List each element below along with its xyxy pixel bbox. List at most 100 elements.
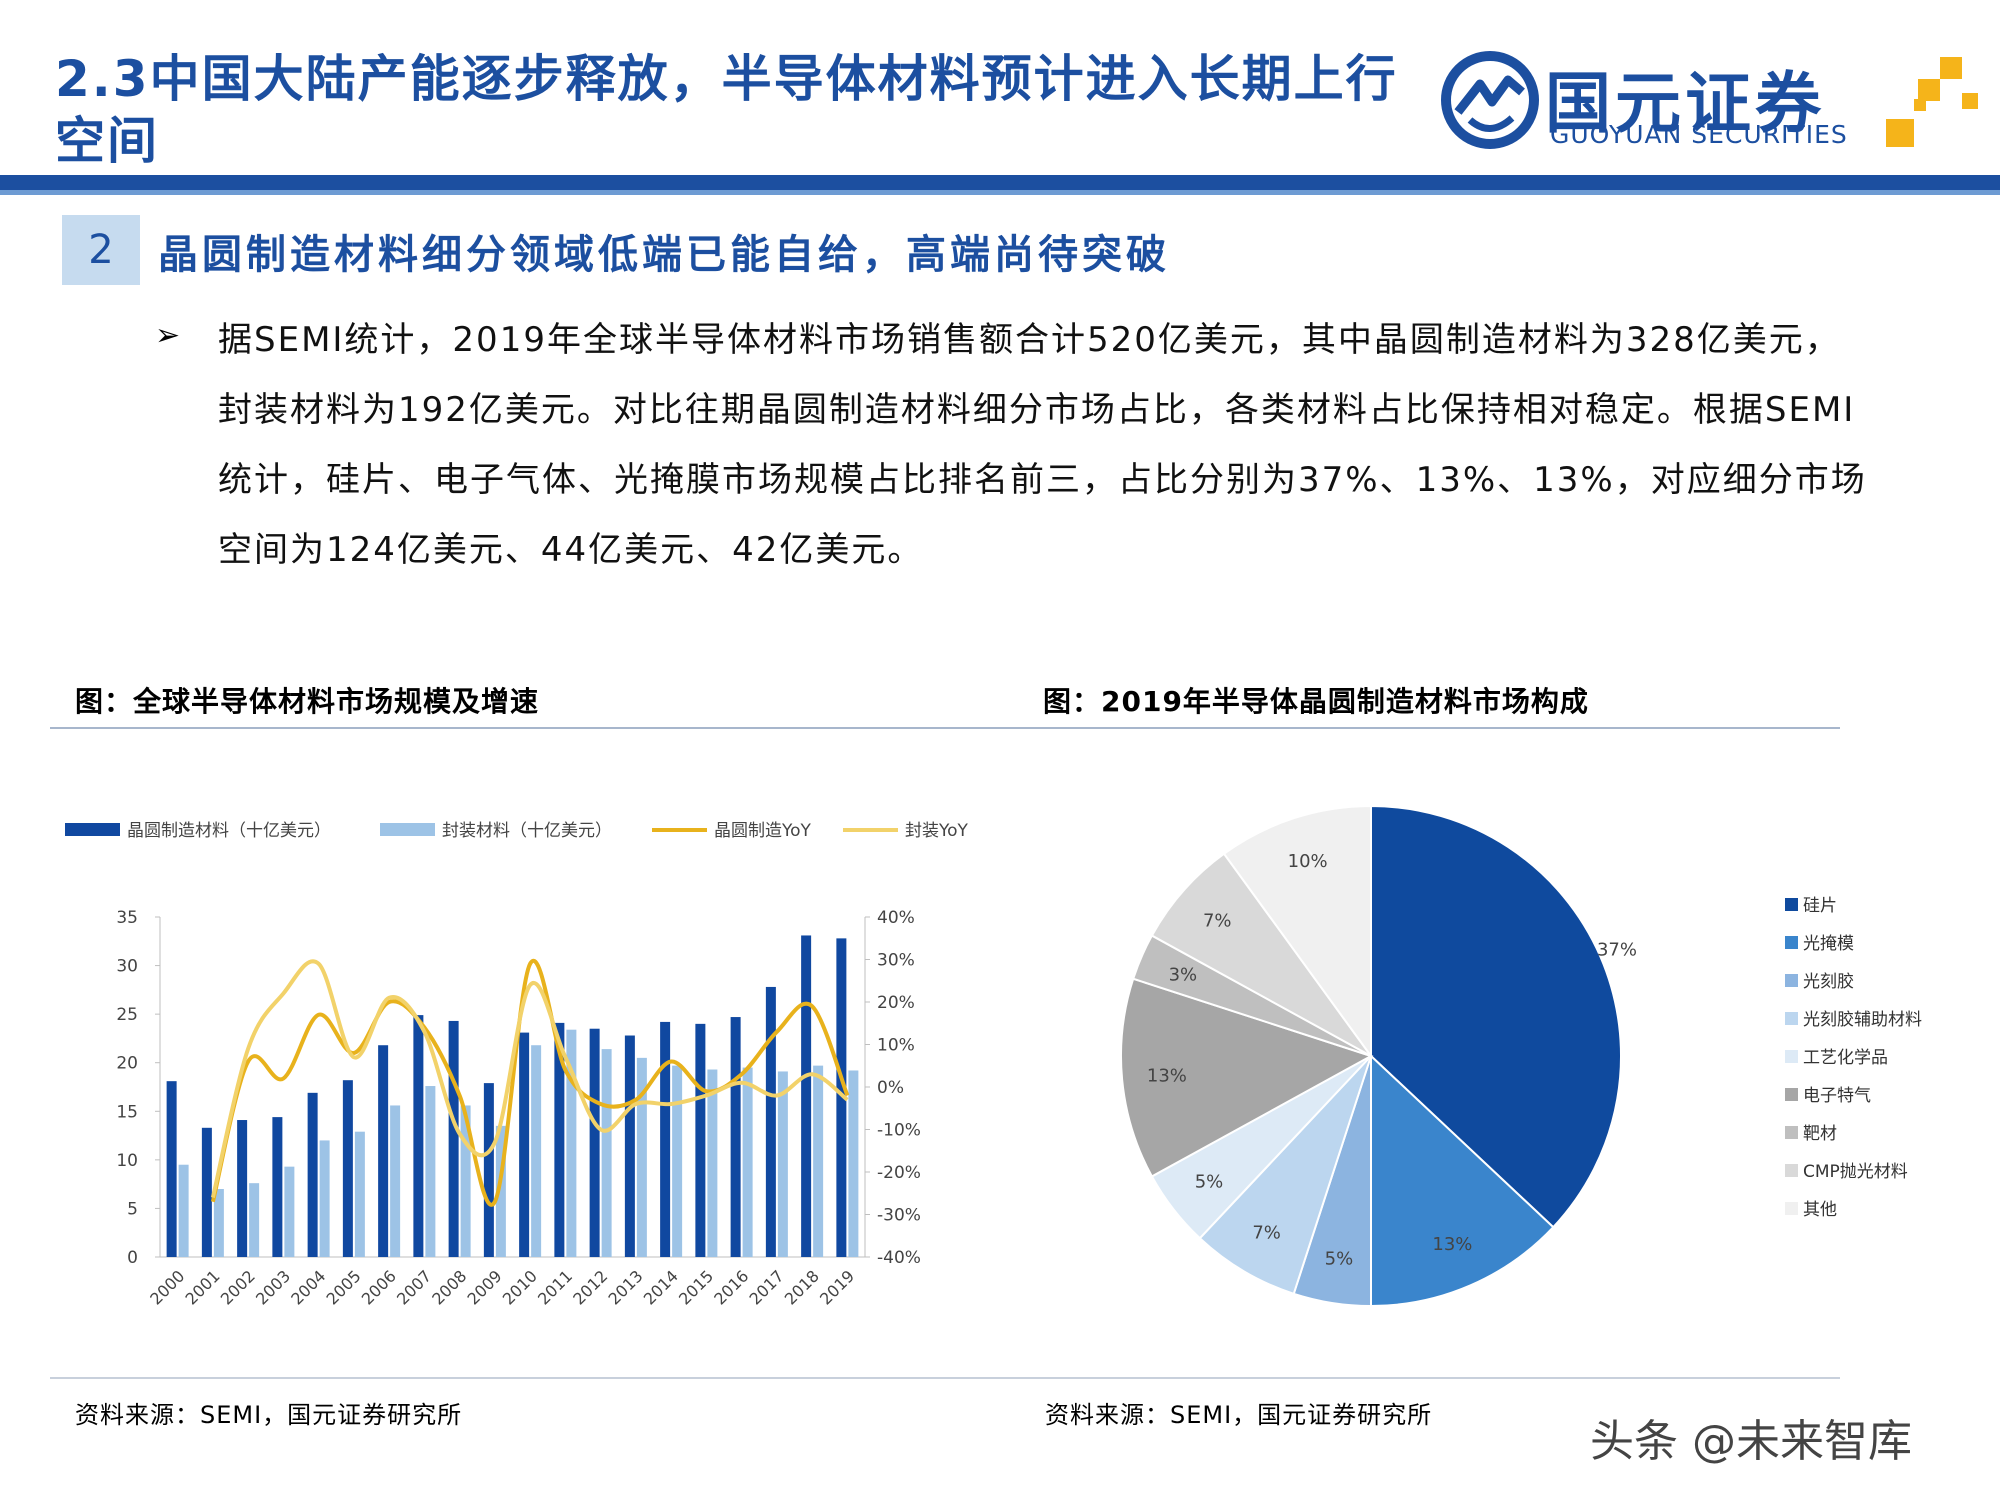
pie-value-label: 10%: [1288, 851, 1328, 872]
legend-label: 其他: [1803, 1200, 1837, 1220]
wafer-material-bar: [660, 1021, 671, 1257]
wafer-material-bar: [413, 1015, 424, 1257]
chart-legend-item: 晶圆制造YoY: [652, 821, 812, 841]
packaging-material-bar: [460, 1105, 471, 1257]
pie-value-label: 13%: [1147, 1065, 1187, 1086]
x-tick-label: 2017: [745, 1266, 787, 1308]
y2-tick-label: 10%: [877, 1036, 915, 1056]
packaging-material-bar: [672, 1065, 683, 1257]
figure2-title: 图：2019年半导体晶圆制造材料市场构成: [1043, 685, 1589, 718]
x-tick-label: 2013: [604, 1266, 646, 1308]
section-number: 2: [62, 215, 140, 285]
wafer-material-bar: [307, 1092, 318, 1257]
arrow-bullet-icon: ➢: [155, 318, 181, 353]
wafer-material-bar: [836, 938, 847, 1257]
y-tick-label: 30: [116, 957, 138, 977]
packaging-material-bar: [425, 1086, 436, 1257]
pie-slice: [1222, 804, 1372, 1060]
wafer-material-bar: [448, 1020, 459, 1257]
y2-tick-label: 20%: [877, 993, 915, 1013]
y2-tick-label: -30%: [877, 1206, 921, 1226]
wafer-material-bar: [765, 986, 776, 1257]
packaging-yoy-line: [210, 959, 849, 1198]
x-tick-label: 2010: [499, 1266, 541, 1308]
legend-swatch: [1785, 1126, 1798, 1139]
page-title: 2.3中国大陆产能逐步释放，半导体材料预计进入长期上行空间: [55, 50, 1398, 170]
x-tick-label: 2000: [146, 1266, 188, 1308]
wafer-material-bar: [201, 1127, 212, 1257]
legend-swatch: [1785, 1202, 1798, 1215]
y-tick-label: 35: [116, 908, 138, 928]
wafer-material-pie-chart: 37% 13% 5% 7% 5% 13% 3% 7% 10%: [1120, 804, 1637, 1308]
legend-label: 封装YoY: [905, 821, 969, 841]
legend-label: 电子特气: [1803, 1086, 1871, 1106]
legend-label: 硅片: [1803, 896, 1837, 916]
y-tick-label: 10: [116, 1151, 138, 1171]
packaging-material-bar: [390, 1105, 401, 1257]
x-tick-label: 2001: [181, 1266, 223, 1308]
legend-label: CMP抛光材料: [1803, 1162, 1908, 1182]
legend-label: 晶圆制造材料（十亿美元）: [127, 821, 331, 841]
figure1-source: 资料来源：SEMI，国元证券研究所: [75, 1401, 463, 1429]
legend-swatch: [1785, 1012, 1798, 1025]
x-tick-label: 2014: [640, 1266, 682, 1308]
wafer-material-bar: [801, 935, 812, 1257]
wafer-yoy-line: [210, 958, 850, 1207]
packaging-material-bar: [848, 1070, 859, 1257]
x-tick-label: 2007: [393, 1266, 435, 1308]
y-tick-label: 20: [116, 1054, 138, 1074]
packaging-material-bar: [354, 1131, 365, 1257]
guoyuan-logo-icon: [1441, 51, 1539, 149]
figure-title-rule: [50, 727, 1840, 729]
wafer-material-bar: [695, 1023, 706, 1257]
legend-swatch: [1785, 1088, 1798, 1101]
y2-tick-label: 40%: [877, 908, 915, 928]
source-rule: [50, 1377, 1840, 1379]
pie-value-label: 37%: [1597, 940, 1637, 961]
y2-tick-label: -20%: [877, 1163, 921, 1183]
y2-tick-label: 30%: [877, 951, 915, 971]
legend-swatch: [1785, 936, 1798, 949]
x-tick-label: 2019: [816, 1266, 858, 1308]
pie-value-label: 13%: [1432, 1234, 1472, 1255]
wafer-material-bar: [624, 1035, 635, 1257]
decorative-squares-icon: [1886, 57, 1978, 147]
legend-label: 光掩模: [1803, 934, 1854, 954]
x-tick-label: 2009: [463, 1266, 505, 1308]
pie-slice: [1198, 1055, 1372, 1296]
wafer-material-bar: [589, 1028, 600, 1257]
y-tick-label: 15: [116, 1102, 138, 1122]
legend-label: 光刻胶: [1803, 972, 1854, 992]
figure2-source: 资料来源：SEMI，国元证券研究所: [1045, 1401, 1433, 1429]
packaging-material-bar: [495, 1125, 506, 1257]
wafer-material-bar: [483, 1083, 494, 1257]
figure1-title: 图：全球半导体材料市场规模及增速: [75, 685, 540, 718]
x-tick-label: 2002: [217, 1266, 259, 1308]
logo-chinese-name: 国元证券: [1545, 65, 1825, 142]
legend-swatch: [65, 823, 120, 836]
packaging-material-bar: [284, 1166, 295, 1257]
wafer-material-bar: [730, 1017, 741, 1257]
legend-swatch: [1785, 898, 1798, 911]
packaging-material-bar: [813, 1065, 824, 1257]
pie-value-label: 3%: [1169, 965, 1198, 986]
packaging-material-bar: [636, 1057, 647, 1257]
pie-value-label: 7%: [1203, 910, 1232, 931]
x-tick-label: 2011: [534, 1266, 576, 1308]
y-tick-label: 0: [127, 1248, 138, 1268]
wafer-material-bar: [554, 1022, 565, 1257]
packaging-material-bar: [601, 1049, 612, 1257]
x-tick-label: 2006: [358, 1266, 400, 1308]
x-tick-label: 2016: [710, 1266, 752, 1308]
x-tick-label: 2012: [569, 1266, 611, 1308]
chart-legend-item: 晶圆制造材料（十亿美元）: [65, 821, 331, 841]
header-divider-accent: [0, 190, 2000, 195]
legend-label: 光刻胶辅助材料: [1803, 1010, 1922, 1030]
pie-value-label: 7%: [1252, 1222, 1281, 1243]
y2-tick-label: 0%: [877, 1078, 904, 1098]
x-tick-label: 2018: [781, 1266, 823, 1308]
wafer-material-bar: [342, 1080, 353, 1257]
legend-label: 靶材: [1803, 1124, 1837, 1144]
legend-label: 工艺化学品: [1803, 1048, 1888, 1068]
y2-tick-label: -40%: [877, 1248, 921, 1268]
